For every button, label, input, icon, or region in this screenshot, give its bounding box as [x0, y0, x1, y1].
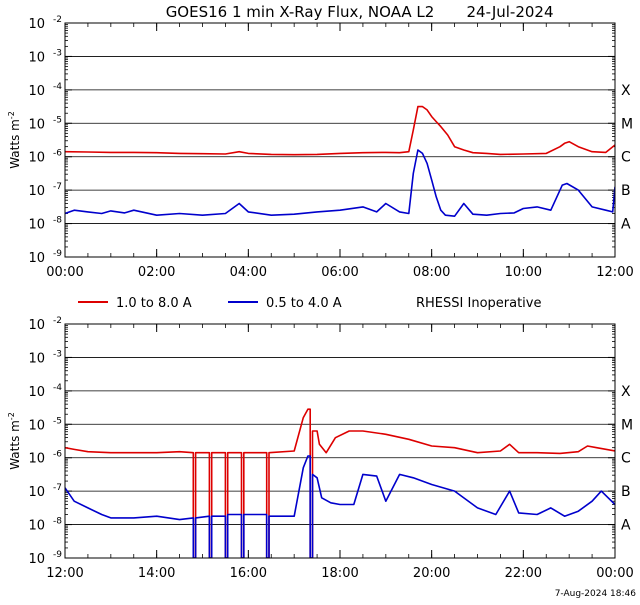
- series-long-channel: [65, 105, 615, 156]
- chart-title: GOES16 1 min X-Ray Flux, NOAA L2: [166, 3, 435, 21]
- flare-class-label: A: [621, 518, 631, 534]
- x-tick-label: 14:00: [138, 566, 175, 581]
- footer-timestamp: 7-Aug-2024 18:46: [555, 589, 637, 599]
- plot-frame: [64, 323, 616, 559]
- y-tick-label: 10: [28, 418, 45, 433]
- flare-class-label: X: [621, 83, 631, 99]
- y-tick-exponent: -4: [53, 383, 62, 393]
- y-tick-label: 10: [28, 519, 45, 534]
- y-tick-label: 10: [28, 184, 45, 199]
- x-tick-label: 12:00: [596, 265, 633, 280]
- y-tick-exponent: -9: [53, 249, 62, 259]
- y-tick-exponent: -6: [53, 450, 62, 460]
- x-tick-label: 02:00: [138, 265, 175, 280]
- y-tick-label: 10: [28, 50, 45, 65]
- y-tick-exponent: -5: [53, 416, 62, 426]
- y-tick-exponent: -6: [53, 149, 62, 159]
- x-tick-label: 12:00: [46, 566, 83, 581]
- legend-label-short: 0.5 to 4.0 A: [266, 296, 342, 311]
- y-tick-exponent: -2: [53, 316, 62, 326]
- y-tick-label: 10: [28, 117, 45, 132]
- series-short-channel: [65, 149, 615, 217]
- y-axis-label-exponent: -2: [7, 412, 16, 420]
- x-tick-label: 22:00: [505, 566, 542, 581]
- y-axis-label: Watts m-2: [7, 412, 22, 470]
- flare-class-label: B: [621, 183, 631, 199]
- y-tick-label: 10: [28, 485, 45, 500]
- x-tick-label: 20:00: [413, 566, 450, 581]
- y-tick-exponent: -3: [53, 349, 62, 359]
- legend-label-long: 1.0 to 8.0 A: [116, 296, 192, 311]
- y-tick-label: 10: [28, 151, 45, 166]
- y-tick-exponent: -2: [53, 15, 62, 25]
- y-tick-exponent: -5: [53, 115, 62, 125]
- x-tick-label: 04:00: [230, 265, 267, 280]
- y-tick-label: 10: [28, 84, 45, 99]
- legend: 1.0 to 8.0 A 0.5 to 4.0 A RHESSI Inopera…: [78, 296, 541, 311]
- x-tick-label: 08:00: [413, 265, 450, 280]
- chart-date: 24-Jul-2024: [466, 3, 553, 21]
- rhessi-status: RHESSI Inoperative: [416, 296, 541, 311]
- x-tick-label: 00:00: [46, 265, 83, 280]
- y-tick-exponent: -7: [53, 182, 62, 192]
- top-panel: 10 -2 10 -3 10 -4 10 -5 10 -6 10 -7 10 -8 10 -9 X M C B A Wat…: [7, 15, 634, 280]
- y-tick-exponent: -3: [53, 48, 62, 58]
- x-tick-label: 00:00: [596, 566, 633, 581]
- y-tick-exponent: -8: [53, 216, 62, 226]
- y-tick-label: 10: [28, 452, 45, 467]
- plot-frame: [64, 22, 616, 258]
- y-tick-label: 10: [28, 318, 45, 333]
- x-tick-label: 18:00: [321, 566, 358, 581]
- y-tick-exponent: -4: [53, 82, 62, 92]
- y-tick-label: 10: [28, 552, 45, 567]
- x-tick-label: 06:00: [321, 265, 358, 280]
- series-long-channel: [65, 408, 615, 558]
- flare-class-label: C: [621, 150, 631, 166]
- x-tick-label: 10:00: [505, 265, 542, 280]
- y-tick-label: 10: [28, 251, 45, 266]
- y-axis-label: Watts m-2: [7, 111, 22, 169]
- bottom-panel: 10 -2 10 -3 10 -4 10 -5 10 -6 10 -7 10 -8 10 -9 X M C B A Wat…: [7, 316, 634, 581]
- flare-class-label: X: [621, 384, 631, 400]
- x-tick-label: 16:00: [230, 566, 267, 581]
- series-short-channel: [65, 455, 615, 558]
- flare-class-label: B: [621, 484, 631, 500]
- y-tick-exponent: -8: [53, 517, 62, 527]
- y-axis-label-exponent: -2: [7, 111, 16, 119]
- flare-class-label: A: [621, 217, 631, 233]
- y-tick-exponent: -7: [53, 483, 62, 493]
- y-tick-label: 10: [28, 351, 45, 366]
- flare-class-label: M: [621, 116, 633, 132]
- y-tick-exponent: -9: [53, 550, 62, 560]
- flare-class-label: M: [621, 417, 633, 433]
- y-tick-label: 10: [28, 218, 45, 233]
- y-tick-label: 10: [28, 17, 45, 32]
- flare-class-label: C: [621, 451, 631, 467]
- y-tick-label: 10: [28, 385, 45, 400]
